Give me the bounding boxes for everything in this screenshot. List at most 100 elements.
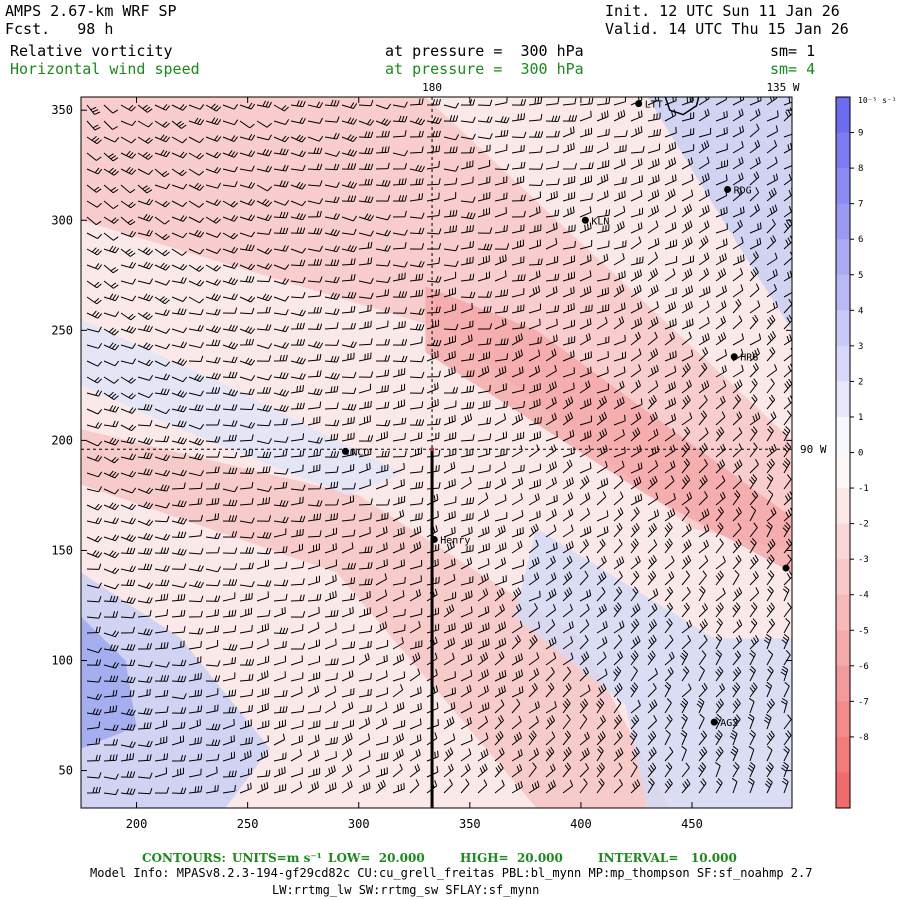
wind-barb (511, 587, 522, 602)
wind-barb (137, 563, 153, 571)
wind-barb (596, 411, 607, 426)
wind-barb (324, 543, 337, 554)
colorbar-swatch (836, 488, 850, 525)
wind-barb (715, 349, 727, 362)
wind-barb (341, 195, 357, 202)
wind-barb (341, 463, 355, 474)
wind-barb (324, 701, 336, 714)
wind-barb (443, 102, 460, 109)
wind-barb (545, 318, 558, 330)
wind-barb (698, 362, 708, 378)
wind-barb (307, 163, 323, 171)
wind-barb (647, 251, 658, 266)
wind-barb (715, 206, 728, 218)
wind-barb (596, 460, 608, 474)
wind-barb (154, 296, 170, 305)
wind-barb (511, 349, 523, 362)
wind-barb (324, 433, 339, 442)
wind-barb (392, 763, 403, 778)
wind-barb (596, 746, 604, 762)
wind-barb (766, 97, 778, 106)
wind-barb (171, 754, 186, 762)
wind-barb (222, 499, 238, 507)
wind-barb (256, 559, 269, 570)
wind-barb (698, 189, 710, 202)
wind-barb (494, 621, 507, 634)
wind-barb (732, 284, 744, 298)
wind-barb (460, 160, 474, 170)
wind-barb (290, 672, 304, 682)
wind-barb (239, 449, 254, 458)
wind-barb (443, 366, 456, 378)
wind-barb (137, 487, 154, 495)
wind-barb (256, 670, 269, 682)
wind-barb (103, 754, 118, 762)
wind-barb (307, 720, 321, 730)
wind-barb (763, 633, 772, 650)
wind-barb (630, 476, 642, 490)
wind-barb (766, 284, 777, 298)
colorbar-label: 3 (858, 342, 863, 352)
wind-barb (545, 508, 557, 522)
wind-barb (120, 407, 137, 414)
wind-barb (528, 349, 541, 362)
wind-barb (443, 209, 458, 218)
wind-barb (103, 420, 119, 428)
wind-barb (138, 643, 152, 650)
wind-barb (205, 404, 221, 411)
wind-barb (426, 116, 442, 125)
wind-barb (273, 180, 289, 188)
wind-barb (613, 747, 624, 762)
wind-barb (579, 634, 589, 650)
wind-barb (562, 115, 578, 122)
wind-barb (613, 302, 626, 314)
wind-barb (154, 484, 170, 492)
wind-barb (222, 770, 237, 778)
wind-barb (579, 445, 591, 458)
wind-barb (392, 637, 404, 650)
wind-barb (477, 763, 488, 778)
wind-barb (205, 595, 221, 602)
wind-barb (375, 355, 391, 362)
wind-barb (596, 428, 608, 442)
wind-barb (545, 494, 558, 506)
wind-barb (511, 113, 525, 122)
wind-barb (477, 291, 493, 298)
wind-barb (528, 463, 541, 474)
wind-barb (222, 515, 238, 522)
wind-barb (766, 745, 773, 762)
wind-barb (307, 323, 323, 330)
wind-barb (137, 688, 151, 698)
wind-barb (545, 666, 555, 682)
wind-barb (477, 144, 491, 154)
wind-barb (171, 767, 184, 778)
wind-barb (460, 401, 475, 410)
wind-barb (443, 478, 456, 490)
wind-barb (579, 304, 593, 314)
wind-barb (86, 296, 102, 305)
wind-barb (324, 372, 340, 380)
wind-barb (86, 737, 101, 746)
wind-barb (562, 666, 572, 682)
wind-barb (477, 748, 489, 762)
wind-barb (579, 285, 592, 298)
wind-barb (103, 456, 119, 464)
wind-barb (307, 482, 322, 490)
wind-barb (427, 243, 442, 250)
wind-barb (307, 530, 322, 538)
wind-barb (579, 127, 593, 138)
wind-barb (120, 150, 137, 159)
wind-barb (86, 471, 103, 478)
wind-barb (528, 431, 541, 442)
wind-barb (783, 292, 792, 298)
wind-barb (477, 417, 492, 426)
wind-barb (375, 245, 391, 252)
wind-barb (477, 558, 490, 570)
wind-barb (137, 547, 153, 555)
wind-barb (358, 607, 371, 618)
wind-barb (630, 570, 640, 586)
wind-barb (766, 314, 776, 330)
wind-barb (358, 625, 373, 634)
wind-barb (120, 659, 136, 666)
wind-barb (426, 160, 440, 170)
